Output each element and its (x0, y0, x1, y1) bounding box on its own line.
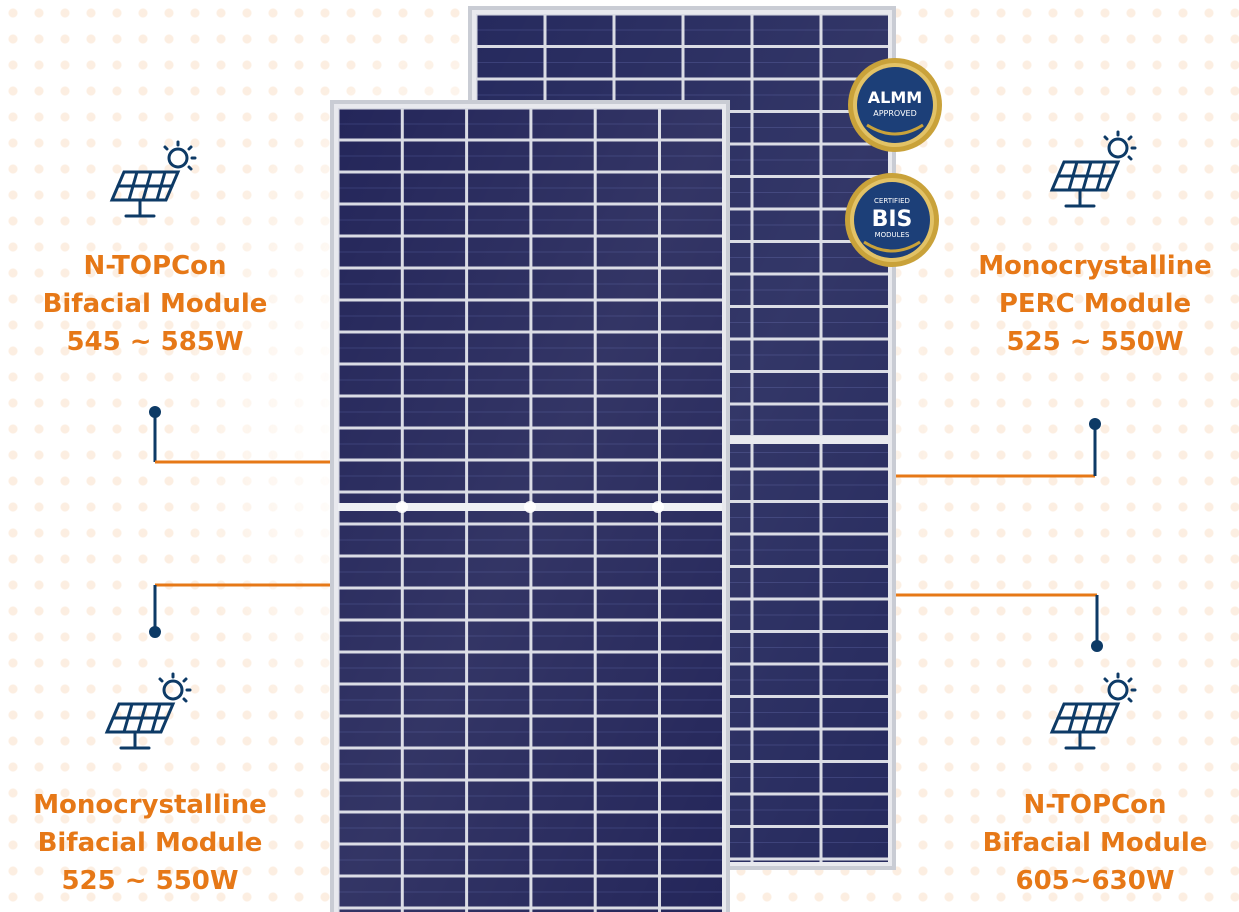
bis-certified-badge: CERTIFIED BIS MODULES (842, 170, 942, 270)
module-label-mono-bifacial-525: Monocrystalline Bifacial Module 525 ~ 55… (0, 786, 300, 900)
module-type: Monocrystalline (0, 786, 300, 824)
module-kind: PERC Module (945, 285, 1239, 323)
module-label-ntopcon-605: N-TOPCon Bifacial Module 605~630W (945, 786, 1239, 900)
solar-panel-sun-icon (1040, 130, 1150, 220)
almm-badge-main: ALMM (868, 88, 922, 107)
module-type: N-TOPCon (945, 786, 1239, 824)
almm-approved-badge: ALMM APPROVED (845, 55, 945, 155)
module-kind: Bifacial Module (5, 285, 305, 323)
solar-panel-sun-icon (95, 672, 205, 762)
module-label-ntopcon-545: N-TOPCon Bifacial Module 545 ~ 585W (5, 247, 305, 361)
front-solar-panel (330, 100, 730, 912)
bis-badge-bottom: MODULES (875, 231, 910, 239)
module-power: 545 ~ 585W (5, 323, 305, 361)
module-kind: Bifacial Module (0, 824, 300, 862)
module-type: Monocrystalline (945, 247, 1239, 285)
module-power: 525 ~ 550W (945, 323, 1239, 361)
module-power: 525 ~ 550W (0, 862, 300, 900)
module-power: 605~630W (945, 862, 1239, 900)
module-type: N-TOPCon (5, 247, 305, 285)
solar-panel-sun-icon (1040, 672, 1150, 762)
bis-badge-main: BIS (872, 207, 913, 232)
bis-badge-top: CERTIFIED (874, 197, 910, 205)
module-label-perc-525: Monocrystalline PERC Module 525 ~ 550W (945, 247, 1239, 361)
almm-badge-sub: APPROVED (873, 109, 917, 118)
module-kind: Bifacial Module (945, 824, 1239, 862)
solar-panel-sun-icon (100, 140, 210, 230)
